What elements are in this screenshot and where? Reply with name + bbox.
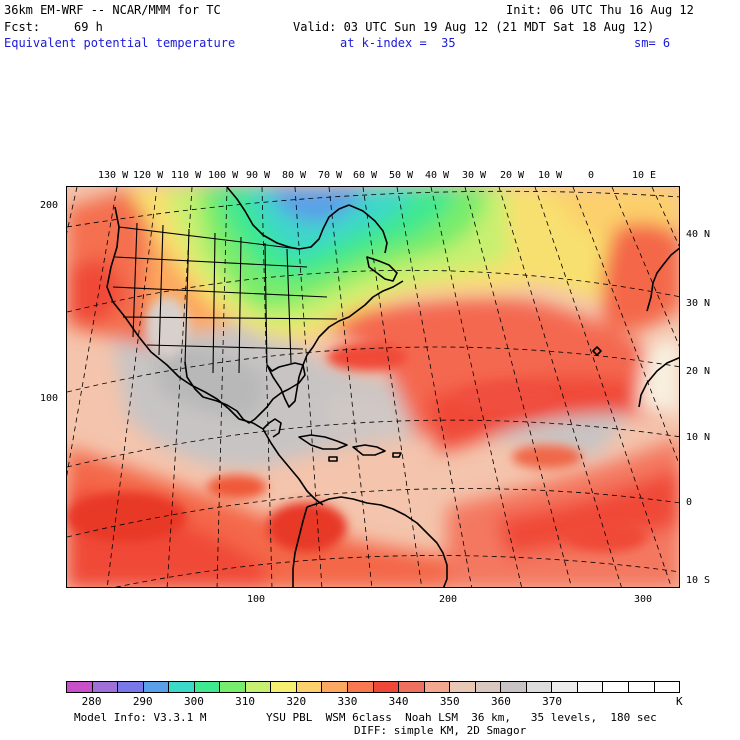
map-plot (66, 186, 680, 588)
coastlines (106, 187, 679, 587)
colorbar-label: 320 (286, 695, 307, 708)
longitude-label: 50 W (389, 170, 414, 181)
colorbar-swatch (322, 682, 349, 692)
colorbar-swatch (424, 682, 451, 692)
colorbar-unit: K (676, 695, 683, 708)
colorbar-swatch (552, 682, 578, 692)
colorbar-swatch (399, 682, 425, 692)
latitude-label: 10 S (686, 575, 711, 586)
longitude-label: 0 (588, 170, 595, 181)
longitude-label: 10 W (538, 170, 563, 181)
longitude-label: 70 W (318, 170, 343, 181)
model-title: 36km EM-WRF -- NCAR/MMM for TC (4, 3, 221, 17)
latitude-label: 20 N (686, 366, 711, 377)
longitude-label: 130 W (98, 170, 129, 181)
colorbar-label: 310 (235, 695, 256, 708)
colorbar-label: 330 (337, 695, 358, 708)
latitude-label: 30 N (686, 298, 711, 309)
colorbar-label: 300 (183, 695, 204, 708)
colorbar-swatch (271, 682, 297, 692)
theta-e-map (67, 187, 679, 587)
latitude-label: 0 (686, 497, 693, 508)
colorbar-swatch (92, 682, 119, 692)
colorbar-label: 350 (439, 695, 460, 708)
colorbar-label: 370 (542, 695, 563, 708)
grid-label-bottom: 100 (247, 594, 266, 605)
longitude-label: 10 E (632, 170, 657, 181)
colorbar-swatch (450, 682, 476, 692)
latitude-label: 10 N (686, 432, 711, 443)
model-info: Model Info: V3.3.1 M (74, 711, 207, 724)
field-hotspots (67, 297, 647, 552)
colorbar-swatch (220, 682, 246, 692)
init-time: Init: 06 UTC Thu 16 Aug 12 (506, 3, 694, 17)
longitude-label: 20 W (500, 170, 525, 181)
longitude-label: 100 W (208, 170, 239, 181)
grid-label-left: 100 (40, 393, 59, 404)
smoothing-info: sm= 6 (634, 36, 671, 50)
colorbar (66, 681, 680, 693)
colorbar-swatch (67, 682, 93, 692)
colorbar-swatch (603, 682, 630, 692)
colorbar-swatch (143, 682, 170, 692)
grid-label-left: 200 (40, 200, 59, 211)
colorbar-label: 340 (388, 695, 409, 708)
forecast-label: Fcst: (4, 20, 41, 34)
colorbar-label: 290 (132, 695, 153, 708)
longitude-label: 90 W (246, 170, 271, 181)
colorbar-swatch (194, 682, 221, 692)
colorbar-swatch (526, 682, 553, 692)
level-info: at k-index = 35 (340, 36, 456, 50)
colorbar-swatch (169, 682, 195, 692)
longitude-label: 110 W (171, 170, 202, 181)
graticule (67, 187, 679, 587)
valid-time: Valid: 03 UTC Sun 19 Aug 12 (21 MDT Sat … (293, 20, 655, 34)
colorbar-swatch (654, 682, 680, 692)
colorbar-swatch (577, 682, 604, 692)
colorbar-swatch (296, 682, 323, 692)
colorbar-label: 360 (490, 695, 511, 708)
forecast-hour: 69 h (74, 20, 103, 34)
colorbar-label: 280 (81, 695, 102, 708)
state-borders (112, 222, 338, 374)
longitude-label: 30 W (462, 170, 487, 181)
latitude-label: 40 N (686, 229, 711, 240)
grid-label-bottom: 200 (439, 594, 458, 605)
longitude-label: 120 W (133, 170, 164, 181)
longitude-label: 60 W (353, 170, 378, 181)
colorbar-swatch (373, 682, 400, 692)
colorbar-swatch (629, 682, 655, 692)
colorbar-swatch (245, 682, 272, 692)
field-name: Equivalent potential temperature (4, 36, 236, 50)
colorbar-swatch (348, 682, 374, 692)
physics-info: YSU PBL WSM 6class Noah LSM 36 km, 35 le… (266, 711, 657, 724)
longitude-label: 40 W (425, 170, 450, 181)
colorbar-swatch (118, 682, 144, 692)
grid-label-bottom: 300 (634, 594, 653, 605)
colorbar-swatch (475, 682, 502, 692)
diffusion-info: DIFF: simple KM, 2D Smagor (354, 724, 527, 737)
longitude-label: 80 W (282, 170, 307, 181)
colorbar-swatch (501, 682, 527, 692)
